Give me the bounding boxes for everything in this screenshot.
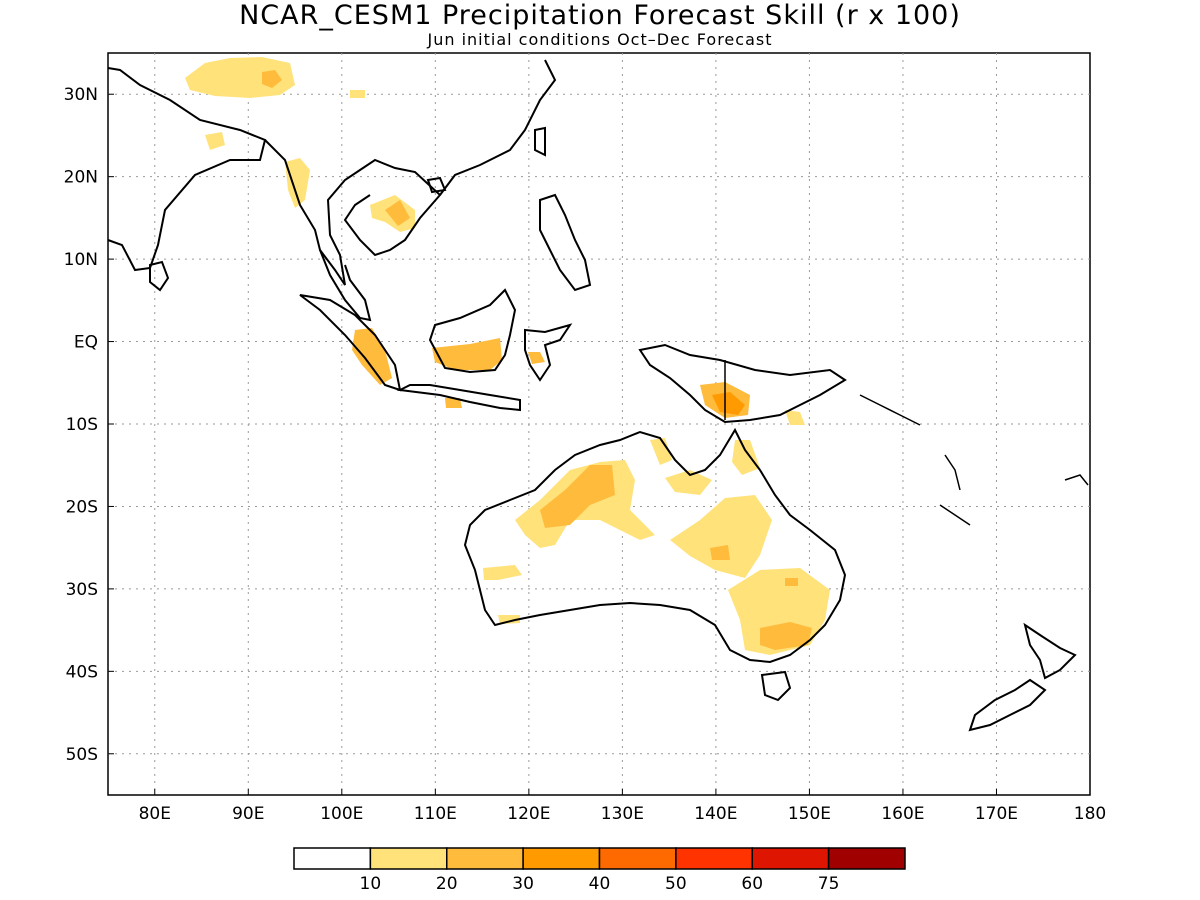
coast-newguinea [638,343,847,424]
lat-tick-label: 10N [64,250,98,270]
lon-tick-label: 170E [975,804,1018,824]
coast-australia [463,427,847,664]
shade-bengal [205,132,225,150]
shade-png-core [712,392,745,415]
shade-tibet-small [350,90,365,98]
coast-philippines [539,193,592,292]
coast-nz-south [968,678,1047,732]
lon-tick-label: 120E [507,804,550,824]
lon-tick-label: 160E [881,804,924,824]
shade-gulf [665,470,712,495]
coast-srilanka [149,260,170,292]
lon-tick-label: 110E [414,804,457,824]
shade-sumatra [352,328,392,385]
lat-tick-label: 10S [66,415,98,435]
coast-tasmania [760,670,792,702]
legend-swatch [446,847,524,870]
lat-axis: 30N 20N 10N EQ 10S 20S 30S 40S 50S [64,85,114,765]
lat-tick-label: 20N [64,168,98,188]
skill-shading [185,57,830,655]
shade-central-core [710,545,730,560]
legend-label: 10 [360,874,382,894]
legend-label: 20 [436,874,458,894]
shade-png-east [785,410,805,425]
legend-label: 40 [589,874,611,894]
legend-swatch [293,847,372,870]
shade-cape-york [732,440,760,475]
shade-central-east [670,495,772,578]
coast-sulawesi [524,323,573,382]
shade-tibet-core [262,70,282,88]
lat-tick-label: 30S [66,580,98,600]
legend-swatch [522,847,601,870]
legend-swatch [827,847,906,870]
lat-tick-label: 30N [64,85,98,105]
shade-kimberley-core [540,465,615,528]
shade-top-end [650,438,672,465]
legend-swatch [751,847,830,870]
lon-tick-label: 140E [694,804,737,824]
coast-fiji [1064,474,1089,486]
coast-malaya [319,249,372,322]
coast-hainan [426,176,447,194]
page-title: NCAR_CESM1 Precipitation Forecast Skill … [239,0,961,31]
lon-tick-label: 180 [1074,804,1106,824]
legend-label: 60 [741,874,763,894]
legend-swatch [598,847,677,870]
legend-colorbar: 10 20 30 40 50 60 75 [293,847,906,894]
lon-tick-label: 100E [320,804,363,824]
shade-borneo [432,338,502,370]
shade-qld-dot [785,578,798,586]
coast-nz-north [1023,622,1077,680]
shade-tibet [185,57,295,98]
shade-southwest [498,615,520,624]
lat-tick-label: 20S [66,497,98,517]
lon-tick-label: 150E [788,804,831,824]
shade-indochina-core [385,200,410,226]
shade-java [445,398,462,408]
lon-tick-label: 90E [232,804,264,824]
legend-label: 30 [512,874,534,894]
shade-sulawesi [528,352,545,364]
coast-mainland [264,59,557,286]
coast-solomons [859,394,921,426]
shade-nsw-core [760,622,812,650]
lat-tick-label: EQ [74,333,98,353]
coastlines [107,59,1089,732]
legend-label: 75 [818,874,840,894]
legend-swatch [369,847,448,870]
coast-newcaledonia [939,504,971,526]
coast-india [107,67,267,272]
coast-vanuatu [944,454,961,491]
lon-tick-label: 80E [139,804,171,824]
lat-tick-label: 40S [66,662,98,682]
coast-borneo [428,288,517,374]
coast-java [396,384,521,412]
shade-myanmar [285,158,310,208]
lon-tick-label: 130E [601,804,644,824]
gridlines [108,53,1090,795]
legend-label: 50 [665,874,687,894]
coast-taiwan [534,126,546,157]
legend-swatch [675,847,753,870]
lon-axis: 80E 90E 100E 110E 120E 130E 140E 150E 160E 170E 18… [139,789,1106,824]
lat-tick-label: 50S [66,745,98,765]
page-subtitle: Jun initial conditions Oct–Dec Forecast [427,30,773,49]
shade-west [483,565,522,580]
